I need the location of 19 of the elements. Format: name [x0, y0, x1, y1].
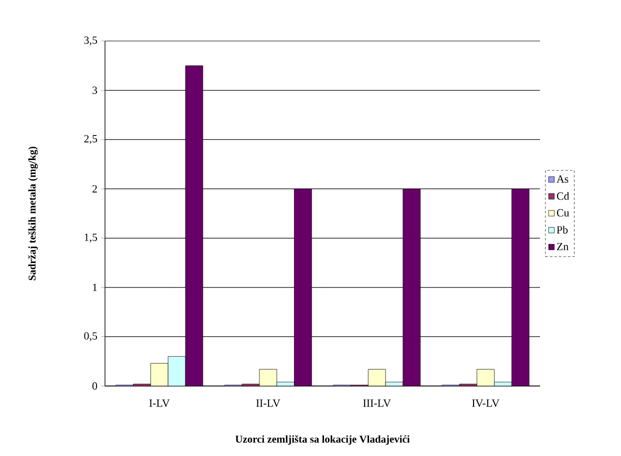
x-tick-label: III-LV: [363, 400, 391, 407]
legend-label: Zn: [557, 242, 568, 250]
y-tick-label: 1: [92, 284, 97, 292]
y-tick-label: 0,5: [84, 332, 98, 342]
y-tick-label: 1,5: [84, 234, 98, 243]
x-tick-label: II-LV: [256, 400, 280, 407]
y-axis-title: Sadržaj teških metala (mg/kg): [28, 146, 38, 280]
legend-label: Cd: [556, 192, 570, 200]
y-tick-label: 0: [92, 382, 98, 390]
y-tick-label: 2,5: [84, 135, 98, 144]
x-tick-label: IV-LV: [472, 400, 500, 407]
legend-label: As: [556, 175, 568, 183]
x-tick-label: I-LV: [149, 400, 170, 407]
legend-label: Pb: [556, 226, 568, 234]
legend-label: Cu: [556, 209, 570, 217]
y-tick-label: 3: [92, 86, 98, 94]
x-axis-title: Uzorci zemljišta sa lokacije Vladajevići: [235, 435, 410, 445]
y-tick-label: 2: [92, 185, 97, 192]
y-tick-label: 3,5: [84, 36, 98, 46]
